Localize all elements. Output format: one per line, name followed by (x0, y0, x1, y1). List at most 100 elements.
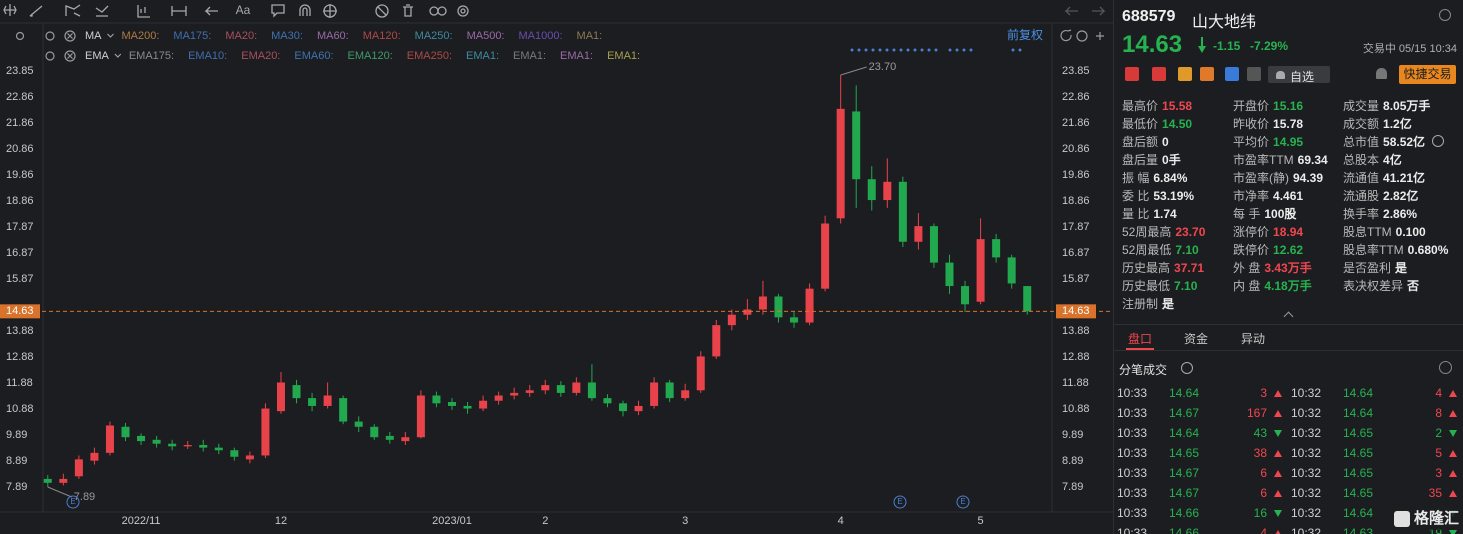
text-tool[interactable]: Aa (236, 3, 251, 17)
y-tick-label-right: 9.89 (1062, 429, 1083, 441)
down-arrow (1201, 37, 1203, 47)
panel-settings[interactable] (1439, 9, 1451, 21)
stat-value: 0.100 (1395, 225, 1426, 239)
ema-settings[interactable] (45, 51, 55, 61)
quote-panel: 688579 山大地纬 14.63 -1.15 -7.29% 交易中 05/15 10:3… (1113, 0, 1463, 534)
stat-value: 0手 (1162, 153, 1181, 167)
candle-body (650, 382, 659, 406)
indicator-item: EMA10: (188, 50, 227, 62)
event-icon[interactable] (956, 495, 970, 509)
candle-body (370, 426, 379, 438)
panel-tab[interactable]: 盘口 (1128, 332, 1153, 346)
ma-close[interactable] (64, 30, 76, 42)
trade-direction (1449, 470, 1457, 477)
badge-icon[interactable] (1152, 67, 1166, 81)
alert-bell[interactable] (1376, 68, 1387, 79)
market-cap-info[interactable] (1432, 135, 1444, 147)
magnet-tool[interactable] (299, 4, 311, 16)
badge-icon[interactable] (1178, 67, 1192, 81)
indicator-item: MA120: (363, 30, 401, 42)
ma-settings[interactable] (45, 31, 55, 41)
undo[interactable] (1064, 6, 1078, 16)
wave-tool[interactable] (95, 5, 109, 17)
trade-volume: 5 (1435, 446, 1442, 460)
y-tick-label-left: 9.89 (6, 429, 27, 441)
trade-price: 14.65 (1169, 446, 1200, 460)
stat-cell: 委 比 53.19% (1122, 187, 1194, 205)
event-icon[interactable] (893, 495, 907, 509)
indicator-name[interactable]: MA (85, 30, 102, 42)
quick-trade[interactable]: 快捷交易 (1399, 65, 1456, 84)
candle-body (137, 435, 146, 442)
add-indicator[interactable] (1096, 32, 1104, 40)
settings-tool[interactable] (457, 5, 469, 17)
stat-label: 流通值 (1343, 171, 1380, 185)
pitchfork-tool[interactable] (65, 4, 81, 17)
trades-info[interactable] (1181, 362, 1193, 374)
stat-value: 14.50 (1162, 117, 1193, 131)
badge-icon[interactable] (1200, 67, 1214, 81)
note-tool[interactable] (271, 4, 285, 18)
badge-icon[interactable] (1125, 67, 1139, 81)
stat-value: 4.18万手 (1264, 279, 1312, 293)
ema-close[interactable] (64, 50, 76, 62)
indicator-item: MA175: (173, 30, 211, 42)
event-icon[interactable] (66, 495, 80, 509)
stat-cell: 注册制是 (1122, 295, 1174, 313)
candle-body (339, 398, 348, 422)
high-annotation: 23.70 (869, 61, 897, 73)
stat-label: 52周最低 (1122, 243, 1172, 257)
panel-tab[interactable]: 资金 (1184, 332, 1209, 346)
settings-tool-core[interactable] (460, 8, 466, 14)
delete-tool[interactable] (403, 4, 413, 17)
trades-more[interactable] (1439, 361, 1452, 374)
trade-time: 10:33 (1117, 406, 1148, 420)
measure-tool[interactable] (137, 5, 150, 18)
stat-value: 2.86% (1383, 207, 1418, 221)
candle-body (230, 450, 239, 457)
stat-value: 14.95 (1273, 135, 1304, 149)
stat-cell: 跌停价 12.62 (1233, 241, 1303, 259)
candle-body (665, 382, 674, 399)
collapse-icon[interactable] (15, 31, 25, 41)
zoom-fit[interactable] (1076, 30, 1088, 42)
eye-tool-cross[interactable] (323, 4, 337, 18)
stat-cell: 量 比 1.74 (1122, 205, 1177, 223)
panel-tab[interactable]: 异动 (1241, 332, 1266, 346)
event-dot (913, 48, 917, 52)
y-tick-label-right: 23.85 (1062, 65, 1090, 77)
line-tool[interactable] (29, 5, 43, 17)
trade-volume: 3 (1435, 466, 1442, 480)
reset-view[interactable] (1060, 29, 1072, 42)
badge-icon[interactable] (1247, 67, 1261, 81)
indicator-item: MA200: (122, 30, 160, 42)
range-tool[interactable] (171, 6, 187, 16)
arrow-tool[interactable] (204, 6, 218, 16)
y-tick-label-right: 17.87 (1062, 221, 1090, 233)
stat-label: 52周最高 (1122, 225, 1172, 239)
badge-icon[interactable] (1225, 67, 1239, 81)
candle-body (898, 181, 907, 242)
candle-body (432, 395, 441, 404)
redo[interactable] (1092, 6, 1106, 16)
watermark: 格隆汇 (1390, 508, 1463, 530)
trade-volume: 6 (1260, 486, 1267, 500)
stat-cell: 每 手 100股 (1233, 205, 1296, 223)
crosshair-tool[interactable] (3, 4, 17, 16)
stat-label: 昨收价 (1233, 117, 1270, 131)
trade-time: 10:32 (1291, 406, 1322, 420)
y-tick-label-right: 7.89 (1062, 481, 1083, 493)
indicator-name[interactable]: EMA (85, 50, 110, 62)
event-dot (878, 48, 882, 52)
watch-button[interactable]: 自选 (1268, 66, 1330, 84)
collapse-chevron[interactable] (1283, 311, 1294, 322)
candle-body (774, 296, 783, 318)
restore-mode[interactable]: 前复权 (1007, 27, 1043, 42)
indicator-item: MA20: (225, 30, 257, 42)
stat-cell: 流通值 41.21亿 (1343, 169, 1425, 187)
hide-tool[interactable] (375, 4, 389, 18)
candle-body (619, 403, 628, 412)
compare-tool-2[interactable] (437, 6, 447, 16)
hide-tool-slash[interactable] (377, 6, 387, 16)
candle-body (59, 478, 68, 483)
